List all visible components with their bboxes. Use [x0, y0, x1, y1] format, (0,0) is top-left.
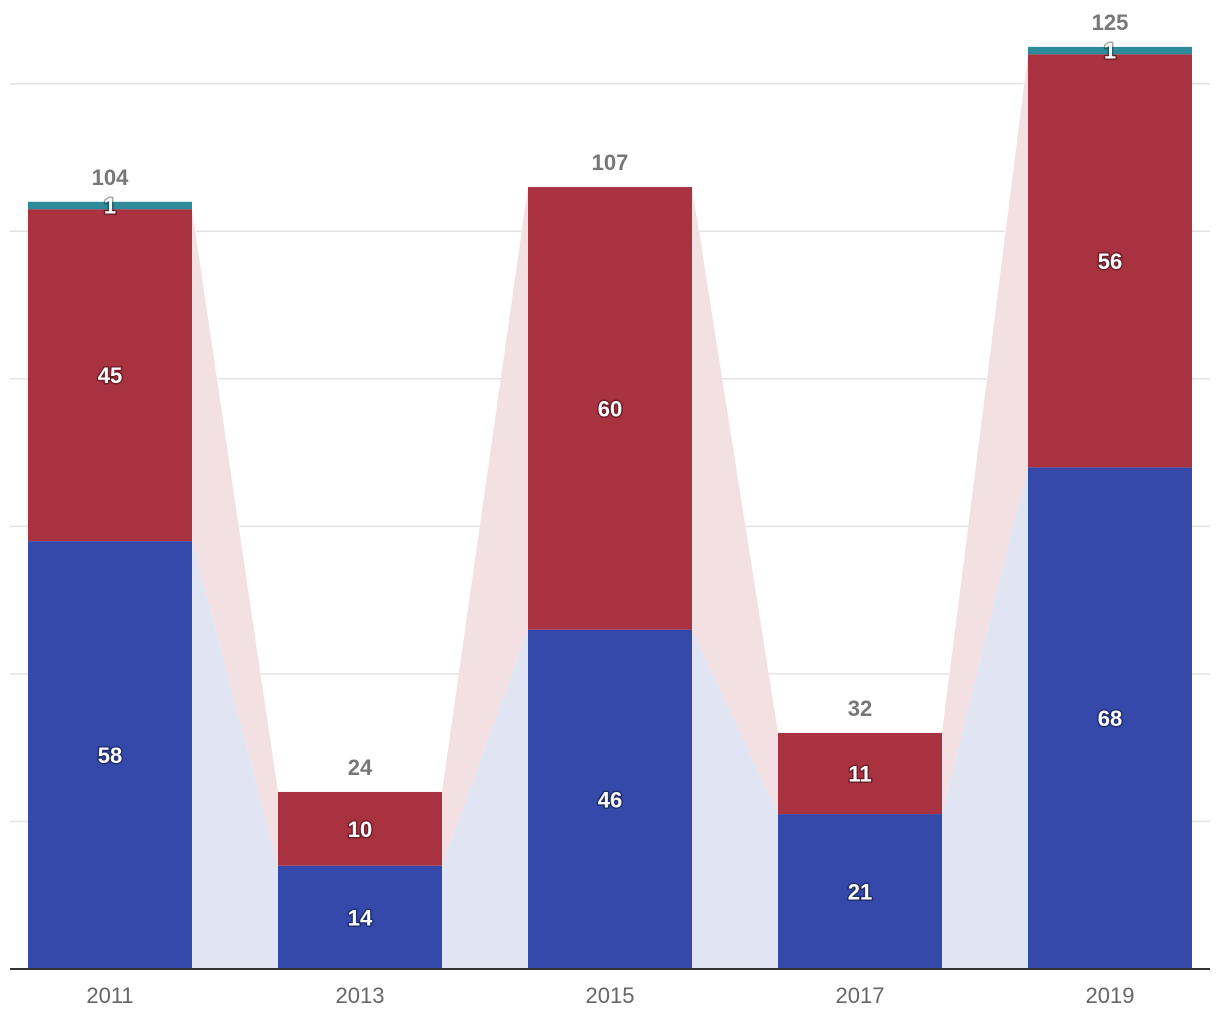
label-2019-s1: 56: [1098, 249, 1122, 274]
bar-2017-s1[interactable]: [778, 732, 942, 815]
label-2015-s1: 60: [598, 396, 622, 421]
label-2017-s0: 21: [848, 880, 872, 905]
total-2015: 107: [592, 150, 629, 175]
label-2019-s2: 1: [1104, 39, 1116, 64]
band-2017-2019-s2: [942, 46, 1028, 733]
x-axis-ticks: 2011 2013 2015 2017 2019: [86, 983, 1134, 1008]
total-2011: 104: [92, 165, 129, 190]
bar-2017-s0[interactable]: [778, 814, 942, 969]
band-2015-2017-s1: [692, 187, 778, 815]
bar-2011-s0[interactable]: [28, 541, 192, 969]
bar-2011-s2[interactable]: [28, 201, 192, 210]
connector-bands: [192, 46, 1028, 969]
bar-2019-s1[interactable]: [1028, 54, 1192, 468]
data-labels: 58 45 1 104 14 10 24 46 60 107 21 11 32 68 56 1 125: [92, 10, 1129, 932]
x-tick-2017: 2017: [836, 983, 885, 1008]
bar-2013-s0[interactable]: [278, 865, 442, 969]
x-tick-2011: 2011: [86, 983, 133, 1008]
bar-2015-s0[interactable]: [528, 629, 692, 969]
label-2015-s0: 46: [598, 787, 622, 812]
total-2013: 24: [348, 755, 373, 780]
x-tick-2013: 2013: [336, 983, 385, 1008]
total-2017: 32: [848, 696, 872, 721]
bar-2013-s1[interactable]: [278, 791, 442, 866]
x-tick-2015: 2015: [586, 983, 635, 1008]
band-2011-2013-s1: [192, 209, 278, 866]
label-2013-s1: 10: [348, 817, 372, 842]
x-tick-2019: 2019: [1086, 983, 1135, 1008]
band-2011-2013-s0: [192, 541, 278, 969]
bar-2015-s1[interactable]: [528, 187, 692, 630]
bar-2019-s0[interactable]: [1028, 467, 1192, 969]
band-2015-2017-s0: [692, 629, 778, 969]
label-2011-s1: 45: [98, 363, 122, 388]
label-2013-s0: 14: [348, 905, 373, 930]
label-2011-s0: 58: [98, 743, 122, 768]
band-2011-2013-s2: [192, 201, 278, 792]
total-2019: 125: [1092, 10, 1129, 35]
bar-2019-s2[interactable]: [1028, 46, 1192, 55]
bars: [28, 46, 1192, 969]
bar-2011-s1[interactable]: [28, 209, 192, 542]
label-2019-s0: 68: [1098, 706, 1122, 731]
label-2011-s2: 1: [104, 193, 116, 218]
band-2017-2019-s0: [942, 467, 1028, 969]
label-2017-s1: 11: [848, 762, 871, 787]
band-2013-2015-s0: [442, 629, 528, 969]
band-2017-2019-s1: [942, 54, 1028, 815]
band-2013-2015-s1: [442, 187, 528, 866]
